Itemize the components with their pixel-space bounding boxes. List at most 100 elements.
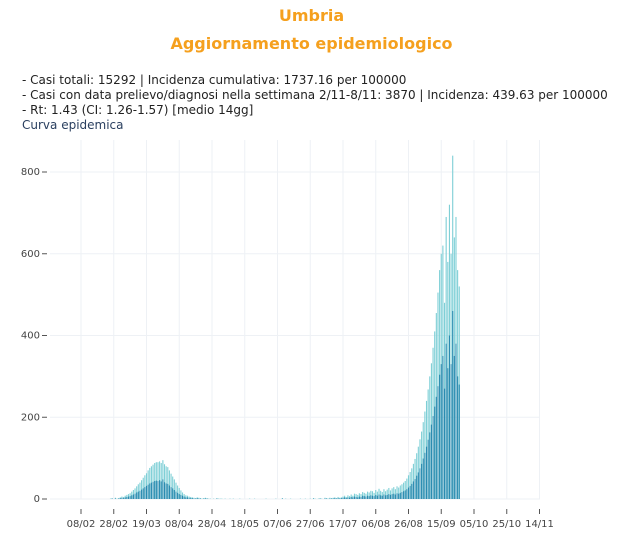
bar <box>196 498 198 499</box>
bar <box>352 497 354 499</box>
bar <box>350 494 352 499</box>
bar <box>349 496 351 499</box>
bar <box>332 497 334 499</box>
y-tick-label: 600 <box>21 249 40 260</box>
bar <box>406 489 408 499</box>
bar <box>167 467 169 499</box>
bar <box>458 384 460 499</box>
bar <box>442 355 444 499</box>
bar <box>378 494 380 499</box>
bar <box>172 488 174 499</box>
bar <box>163 482 166 499</box>
bar <box>131 491 133 499</box>
bar <box>409 472 411 499</box>
bar <box>149 483 151 499</box>
bar <box>137 491 139 499</box>
bar <box>347 495 349 499</box>
bar <box>419 468 421 499</box>
bar <box>344 497 346 499</box>
bar <box>198 497 200 499</box>
x-tick-label: 07/06 <box>263 519 292 530</box>
bar <box>421 463 423 499</box>
bar <box>355 496 357 499</box>
bar <box>181 495 184 499</box>
bar <box>443 388 446 499</box>
report-subtitle: Aggiornamento epidemiologico <box>170 34 453 53</box>
bar <box>414 478 416 499</box>
y-tick-label: 800 <box>21 167 40 178</box>
bar <box>362 492 364 499</box>
bar <box>155 480 157 499</box>
bar <box>150 482 152 499</box>
bar <box>439 374 441 499</box>
bar <box>396 486 398 499</box>
bar <box>129 496 131 499</box>
chart-title: Curva epidemica <box>22 118 124 132</box>
bar <box>191 498 193 499</box>
bar <box>381 492 383 499</box>
bar <box>422 458 424 499</box>
bar <box>168 470 170 499</box>
bar <box>445 343 447 499</box>
bar <box>411 483 413 499</box>
bar <box>337 498 339 499</box>
x-tick-label: 17/07 <box>329 519 358 530</box>
bar <box>452 310 454 499</box>
bar <box>455 343 457 499</box>
bar <box>165 483 167 499</box>
bar <box>386 489 388 499</box>
bar <box>368 492 370 499</box>
info-weekly-cases: - Casi con data prelievo/diagnosi nella … <box>22 88 608 102</box>
bar <box>399 492 401 499</box>
bar <box>385 495 387 499</box>
bar <box>123 498 125 499</box>
bar <box>393 487 395 499</box>
bar <box>157 481 159 499</box>
bar <box>175 482 177 499</box>
bar <box>147 484 149 499</box>
bar <box>357 497 359 499</box>
bar <box>380 490 382 499</box>
bar <box>399 485 401 499</box>
bar <box>417 472 419 499</box>
bar <box>450 364 452 499</box>
x-tick-label: 08/04 <box>165 519 194 530</box>
bar <box>430 424 432 499</box>
bar <box>360 496 362 499</box>
bar <box>376 495 378 499</box>
bar <box>401 492 403 499</box>
bar <box>358 493 360 499</box>
bar <box>324 497 326 499</box>
bar <box>381 495 383 499</box>
bar <box>435 396 437 499</box>
info-rt: - Rt: 1.43 (CI: 1.26-1.57) [medio 14gg] <box>22 103 254 117</box>
bar <box>370 490 372 499</box>
x-tick-label: 08/02 <box>67 519 96 530</box>
bar <box>440 364 442 499</box>
bar <box>373 496 375 499</box>
x-tick-label: 06/08 <box>361 519 390 530</box>
bar <box>114 497 116 499</box>
bar <box>401 484 403 499</box>
bar <box>365 493 367 499</box>
bar <box>340 498 342 499</box>
bar <box>204 497 206 499</box>
axes: 08/02 28/02 19/03 08/04 28/04 18/05 07/06 27/06… <box>21 167 554 530</box>
bar <box>411 468 413 499</box>
bar <box>448 335 450 499</box>
bar <box>167 483 169 499</box>
bar <box>365 496 367 499</box>
bar <box>432 416 434 499</box>
bar <box>394 489 396 499</box>
bar <box>126 496 128 499</box>
bar <box>129 493 131 499</box>
bar <box>154 481 156 499</box>
bar <box>329 497 331 499</box>
bar <box>345 496 347 499</box>
bar <box>177 492 179 499</box>
bar <box>170 487 172 499</box>
bar <box>389 490 392 499</box>
bar <box>178 494 180 499</box>
bar <box>163 464 166 499</box>
bar <box>141 489 143 499</box>
